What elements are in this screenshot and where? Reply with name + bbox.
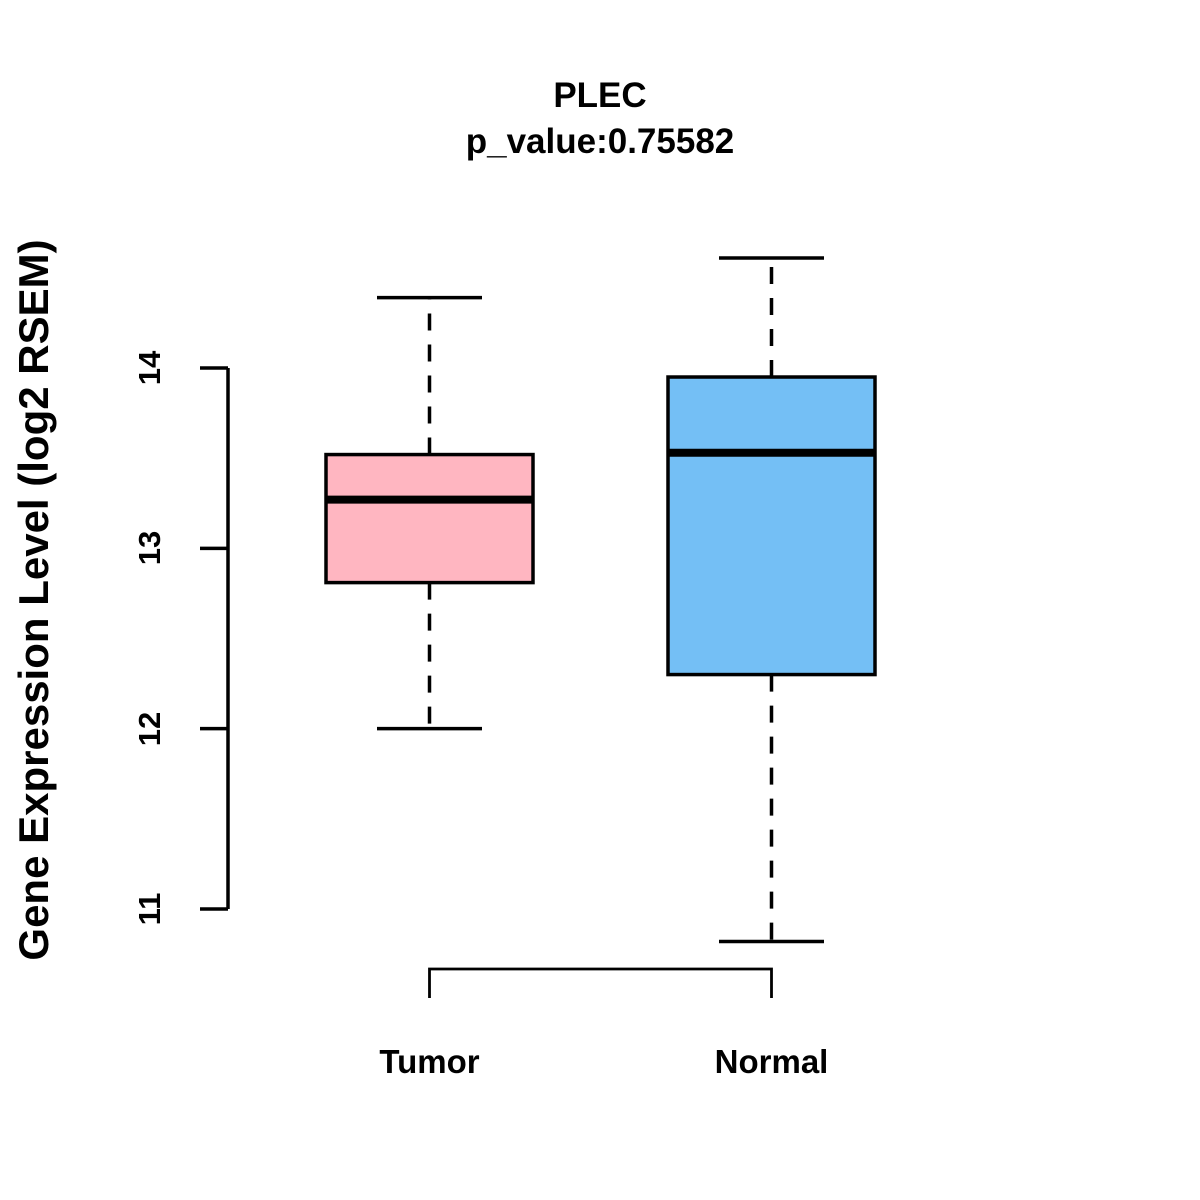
y-tick-label: 12 (132, 711, 167, 746)
y-tick-label: 13 (132, 531, 167, 566)
comparison-bracket (428, 967, 773, 998)
y-tick-label: 14 (132, 350, 167, 386)
x-category-label-tumor: Tumor (379, 1043, 480, 1080)
iqr-box-normal (666, 375, 877, 677)
y-tick-label: 11 (132, 892, 167, 926)
p-value-subtitle: p_value:0.75582 (465, 122, 735, 161)
iqr-box-tumor (324, 452, 535, 585)
x-category-label-normal: Normal (714, 1043, 829, 1080)
chart-title: PLEC (553, 76, 647, 115)
